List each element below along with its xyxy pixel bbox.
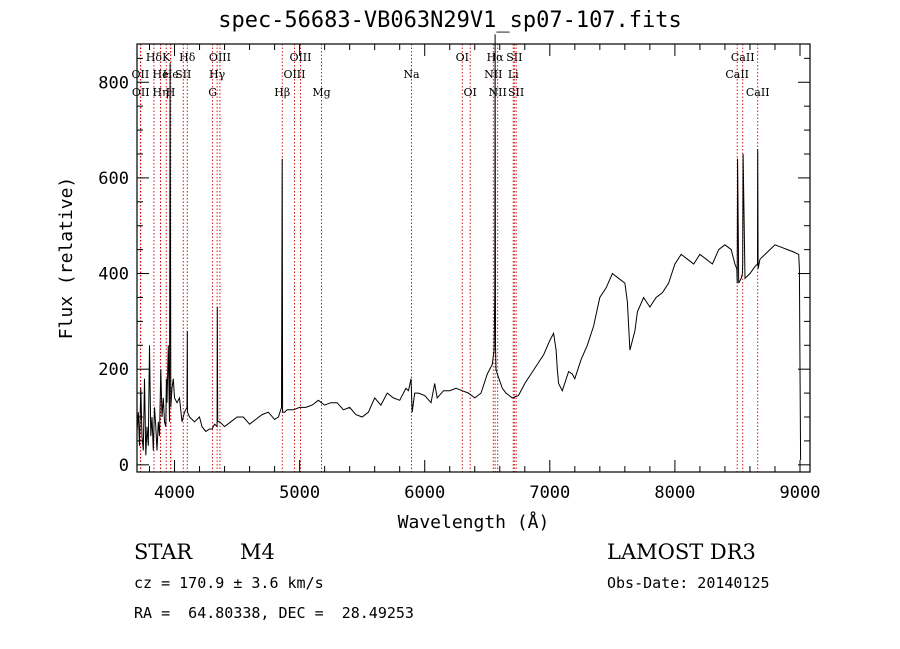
- line-label-10: G: [208, 86, 217, 99]
- y-axis-label: Flux (relative): [56, 177, 77, 340]
- line-label-9: Hδ: [179, 51, 196, 64]
- line-label-11: Hγ: [209, 68, 226, 81]
- axis-ticks: 4000 5000 6000 7000 8000 9000 0 200 400 600 800: [98, 44, 820, 503]
- line-label-3: He: [153, 68, 169, 81]
- line-label-4: Hη: [153, 86, 169, 99]
- line-label-23: SII: [506, 51, 522, 64]
- coordinates: RA = 64.80338, DEC = 28.49253: [134, 604, 414, 622]
- line-label-27: CaII: [731, 51, 755, 64]
- y-tick-label-1: 200: [98, 360, 129, 380]
- line-markers: [139, 44, 759, 472]
- line-label-26: CaII: [725, 68, 749, 81]
- x-tick-label-3: 7000: [529, 483, 570, 503]
- line-label-17: Na: [403, 68, 420, 81]
- line-label-2: OII: [132, 86, 150, 99]
- line-label-5: K: [162, 51, 171, 64]
- line-label-22: NII: [489, 86, 507, 99]
- x-tick-label-1: 5000: [279, 483, 320, 503]
- x-tick-label-4: 8000: [654, 483, 695, 503]
- x-tick-label-2: 6000: [404, 483, 445, 503]
- y-tick-label-3: 600: [98, 169, 129, 189]
- line-label-24: Li: [508, 68, 519, 81]
- line-label-0: Hδ: [146, 51, 163, 64]
- object-class: STAR: [134, 540, 193, 564]
- line-label-19: OI: [464, 86, 477, 99]
- x-tick-label-0: 4000: [154, 483, 195, 503]
- y-tick-label-2: 400: [98, 265, 129, 285]
- x-axis-label: Wavelength (Å): [398, 511, 550, 533]
- line-label-8: SII: [175, 68, 191, 81]
- line-label-16: Mg: [312, 86, 330, 99]
- line-label-15: OIII: [289, 51, 311, 64]
- x-tick-label-5: 9000: [780, 483, 821, 503]
- y-tick-label-4: 800: [98, 73, 129, 93]
- object-subclass: M4: [240, 540, 275, 564]
- line-label-13: Hβ: [274, 86, 290, 99]
- line-labels: HδOIIOIIHeHηKHHeSIIHδGHγOIIIHβOIIIOIIIMg…: [132, 51, 770, 99]
- y-tick-label-0: 0: [119, 456, 129, 476]
- line-label-7: He: [163, 68, 179, 81]
- flux-series-line: [136, 34, 802, 461]
- line-label-12: OIII: [209, 51, 231, 64]
- line-label-18: OI: [456, 51, 469, 64]
- plot-frame: [136, 43, 811, 473]
- line-label-25: SII: [508, 86, 524, 99]
- redshift-value: cz = 170.9 ± 3.6 km/s: [134, 574, 324, 592]
- line-label-14: OIII: [283, 68, 305, 81]
- survey-name: LAMOST DR3: [607, 540, 756, 564]
- line-label-21: NII: [484, 68, 502, 81]
- line-label-28: CaII: [746, 86, 770, 99]
- observation-date: Obs-Date: 20140125: [607, 574, 770, 592]
- line-label-1: OII: [132, 68, 150, 81]
- chart-title: spec-56683-VB063N29V1_sp07-107.fits: [218, 8, 682, 33]
